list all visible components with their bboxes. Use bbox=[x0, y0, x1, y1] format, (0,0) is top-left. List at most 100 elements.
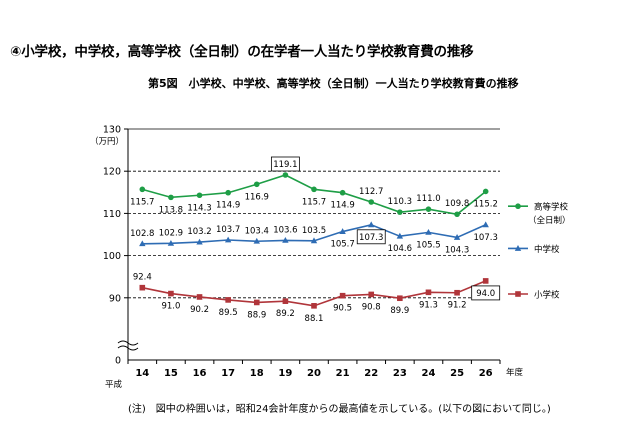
y-tick-label-zero: 0 bbox=[115, 356, 121, 367]
x-tick-label: 25 bbox=[450, 368, 464, 379]
data-point bbox=[368, 291, 375, 298]
x-tick-label: 20 bbox=[307, 368, 321, 379]
data-point bbox=[253, 181, 260, 188]
x-tick-label: 22 bbox=[364, 368, 378, 379]
data-label: 91.2 bbox=[448, 301, 467, 311]
y-tick-label: 90 bbox=[109, 293, 121, 304]
x-tick-label: 14 bbox=[135, 368, 149, 379]
data-point bbox=[482, 188, 489, 195]
data-label: 102.8 bbox=[130, 229, 154, 239]
data-label: 88.9 bbox=[247, 310, 266, 320]
data-point bbox=[225, 189, 231, 196]
data-point bbox=[225, 297, 231, 303]
data-label: 89.9 bbox=[390, 306, 409, 316]
data-point bbox=[425, 206, 432, 212]
data-point bbox=[168, 194, 174, 201]
series-layer bbox=[139, 172, 489, 309]
data-label: 119.1 bbox=[273, 160, 297, 170]
x-tick-label: 19 bbox=[278, 368, 292, 379]
data-label: 89.2 bbox=[276, 309, 295, 319]
data-label: 113.8 bbox=[159, 205, 183, 215]
grid-layer bbox=[128, 128, 500, 299]
data-point bbox=[196, 294, 203, 300]
y-tick-label: 120 bbox=[103, 167, 121, 178]
data-point bbox=[425, 289, 432, 296]
data-point bbox=[514, 245, 522, 251]
data-label: 94.0 bbox=[476, 289, 495, 299]
axis-layer: 90 100 110 120 130 0 （万円） 14 15 16 17 18 19 20 21 22 23 2… bbox=[90, 125, 524, 391]
legend-sublabel-high: （全日制） bbox=[528, 215, 571, 226]
legend-label-middle: 中学校 bbox=[534, 244, 560, 255]
data-point bbox=[196, 238, 203, 245]
data-point bbox=[282, 172, 289, 178]
data-label: 91.3 bbox=[419, 300, 438, 310]
data-point bbox=[224, 236, 232, 243]
data-label: 103.6 bbox=[273, 225, 297, 235]
x-axis-label: 年度 bbox=[506, 367, 524, 378]
data-point bbox=[425, 228, 432, 235]
data-point bbox=[310, 237, 318, 244]
x-tick-label: 16 bbox=[193, 368, 207, 379]
data-label: 114.9 bbox=[330, 201, 354, 211]
data-label: 112.7 bbox=[359, 187, 383, 197]
data-point bbox=[311, 303, 317, 309]
x-tick-label: 26 bbox=[479, 368, 493, 379]
data-point bbox=[339, 292, 346, 299]
data-label: 103.5 bbox=[302, 226, 326, 236]
data-point bbox=[368, 221, 375, 228]
data-point bbox=[454, 289, 460, 296]
data-label: 114.3 bbox=[187, 203, 211, 213]
axis-break-mark-0 bbox=[117, 340, 139, 346]
figure-title: 第5図 小学校、中学校、高等学校（全日制）一人当たり学校教育費の推移 bbox=[148, 77, 519, 90]
max-value-box bbox=[471, 285, 501, 301]
data-label: 107.3 bbox=[474, 233, 498, 243]
data-point bbox=[282, 237, 289, 243]
data-label: 115.7 bbox=[130, 197, 154, 207]
data-label: 90.2 bbox=[190, 305, 209, 315]
y-tick-label: 110 bbox=[103, 209, 121, 220]
data-point bbox=[515, 291, 521, 297]
y-axis-unit: （万円） bbox=[90, 136, 124, 147]
data-point bbox=[139, 186, 146, 193]
x-tick-label: 24 bbox=[422, 368, 436, 379]
data-label: 116.9 bbox=[245, 192, 269, 202]
data-label: 103.2 bbox=[187, 227, 211, 237]
data-point bbox=[253, 299, 260, 306]
data-label: 104.3 bbox=[445, 245, 469, 255]
footnote: (注) 図中の枠囲いは，昭和24会計年度からの最高値を示している。(以下の図にお… bbox=[128, 404, 551, 415]
data-point bbox=[368, 199, 375, 205]
data-label: 114.9 bbox=[216, 201, 240, 211]
x-tick-label: 17 bbox=[221, 368, 235, 379]
data-point bbox=[397, 209, 403, 215]
data-label: 115.7 bbox=[302, 197, 326, 207]
data-point bbox=[454, 211, 460, 218]
data-point bbox=[396, 232, 404, 239]
data-label: 105.5 bbox=[416, 240, 440, 250]
data-label: 90.5 bbox=[333, 304, 352, 314]
data-label: 107.3 bbox=[359, 233, 383, 243]
legend-label-high: 高等学校 bbox=[534, 202, 569, 213]
data-point bbox=[515, 203, 521, 210]
data-label: 110.3 bbox=[388, 197, 412, 207]
data-label: 111.0 bbox=[416, 194, 440, 204]
data-point bbox=[339, 228, 346, 234]
data-label: 89.5 bbox=[219, 308, 238, 318]
data-point bbox=[482, 221, 489, 228]
data-label: 105.7 bbox=[330, 240, 354, 250]
data-label: 115.2 bbox=[474, 199, 498, 209]
data-point bbox=[339, 189, 346, 196]
data-label: 91.0 bbox=[161, 302, 180, 312]
data-label: 92.4 bbox=[133, 273, 152, 283]
y-tick-label: 100 bbox=[103, 251, 121, 262]
data-label: 104.6 bbox=[388, 244, 412, 254]
data-label: 90.8 bbox=[362, 302, 381, 312]
x-axis-prefix: 平成 bbox=[105, 379, 123, 390]
data-point bbox=[482, 278, 489, 284]
section-title: ④小学校，中学校，高等学校（全日制）の在学者一人当たり学校教育費の推移 bbox=[10, 44, 474, 60]
x-tick-label: 18 bbox=[250, 368, 264, 379]
data-label: 103.4 bbox=[245, 226, 269, 236]
legend-label-elementary: 小学校 bbox=[534, 290, 560, 301]
data-label: 109.8 bbox=[445, 199, 469, 209]
